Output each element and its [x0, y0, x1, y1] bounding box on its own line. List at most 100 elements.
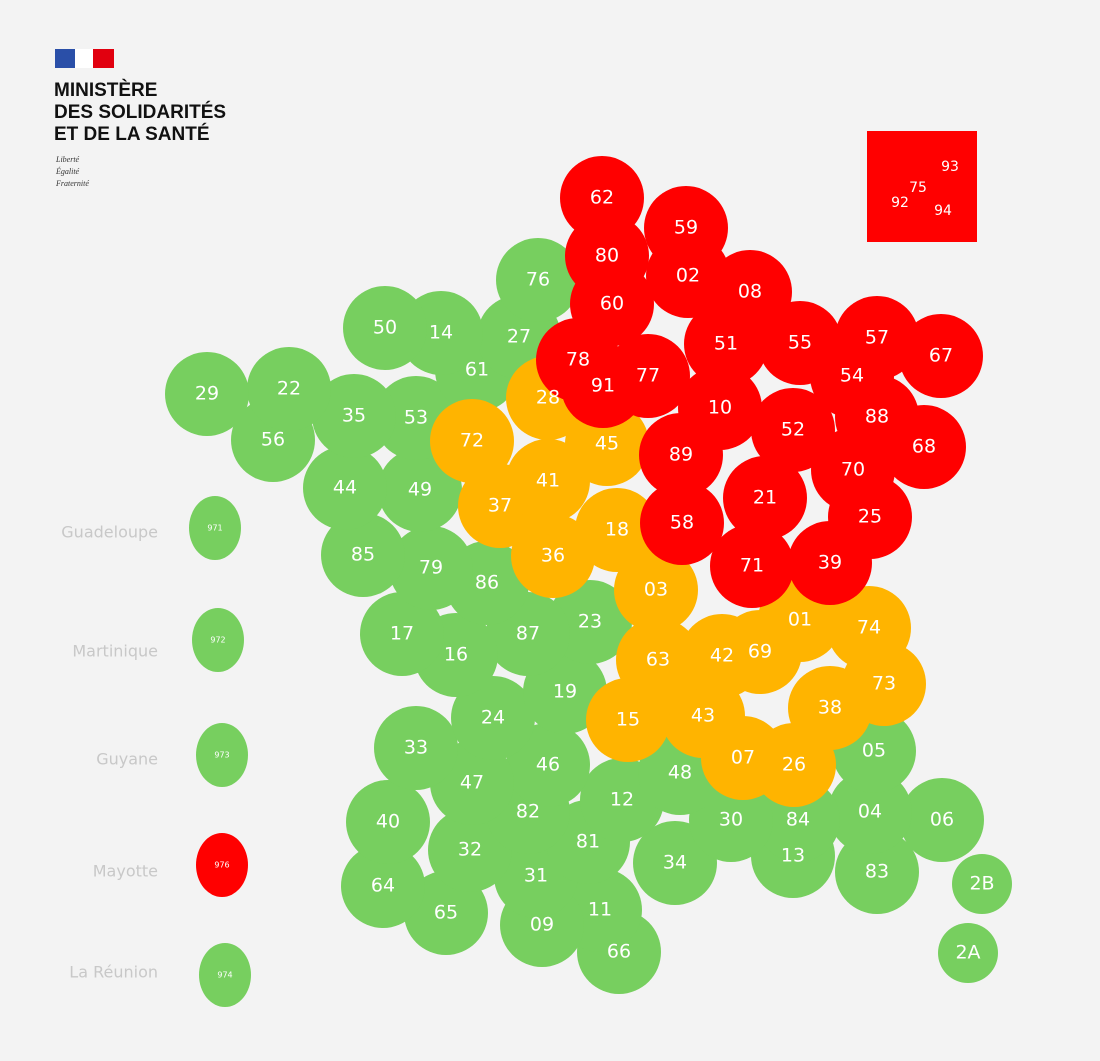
- motto: Égalité: [55, 166, 80, 176]
- department-code: 03: [644, 579, 668, 601]
- department-area: [360, 592, 444, 676]
- territory-name: Guadeloupe: [61, 523, 158, 542]
- department-code: 14: [429, 322, 453, 344]
- department-code: 30: [719, 809, 743, 831]
- department-code: 31: [524, 865, 548, 887]
- department-code: 87: [516, 623, 540, 645]
- department-area: [899, 314, 983, 398]
- motto: Fraternité: [55, 179, 89, 188]
- department-code: 55: [788, 332, 812, 354]
- territory-code: 972: [210, 636, 225, 645]
- department-code: 67: [929, 345, 953, 367]
- department-code: 84: [786, 809, 810, 831]
- department-code: 53: [404, 407, 428, 429]
- flag: [55, 49, 114, 68]
- department-area: [678, 366, 762, 450]
- department-code: 15: [616, 709, 640, 731]
- department-area: [710, 524, 794, 608]
- department-area: [900, 778, 984, 862]
- department-area: [644, 186, 728, 270]
- department-code: 09: [530, 914, 554, 936]
- department-code: 25: [858, 506, 882, 528]
- department-area: [616, 618, 700, 702]
- department-area: [640, 481, 724, 565]
- department-code: 05: [862, 740, 886, 762]
- territory-shape: [192, 608, 244, 672]
- department-area: [952, 854, 1012, 914]
- department-code: 69: [748, 641, 772, 663]
- department-code: 51: [714, 333, 738, 355]
- department-code: 24: [481, 707, 505, 729]
- ministry-line: ET DE LA SANTÉ: [54, 123, 210, 145]
- department-code: 01: [788, 609, 812, 631]
- ministry-line: DES SOLIDARITÉS: [54, 101, 226, 123]
- department-area: [430, 399, 514, 483]
- department-code: 29: [195, 383, 219, 405]
- department-code: 63: [646, 649, 670, 671]
- department-code: 28: [536, 387, 560, 409]
- department-code: 60: [600, 293, 624, 315]
- department-code: 58: [670, 512, 694, 534]
- department-code: 16: [444, 644, 468, 666]
- department-code: 40: [376, 811, 400, 833]
- territory-name: La Réunion: [69, 963, 158, 982]
- department-code: 48: [668, 762, 692, 784]
- department-area: [374, 706, 458, 790]
- department-code: 13: [781, 845, 805, 867]
- department-code: 93: [941, 159, 959, 175]
- territory-name: Guyane: [96, 750, 158, 769]
- department-code: 17: [390, 623, 414, 645]
- department-code: 77: [636, 365, 660, 387]
- department-code: 35: [342, 405, 366, 427]
- department-area: [247, 347, 331, 431]
- department-code: 47: [460, 772, 484, 794]
- territory-shape: [199, 943, 251, 1007]
- department-code: 61: [465, 359, 489, 381]
- department-code: 32: [458, 839, 482, 861]
- department-code: 94: [934, 203, 952, 219]
- department-area: [312, 374, 396, 458]
- department-shapes: [165, 156, 1012, 994]
- department-code: 65: [434, 902, 458, 924]
- department-area: [496, 238, 580, 322]
- department-code: 19: [553, 681, 577, 703]
- department-code: 45: [595, 433, 619, 455]
- department-area: [303, 446, 387, 530]
- department-code: 18: [605, 519, 629, 541]
- department-code: 22: [277, 378, 301, 400]
- department-code: 37: [488, 495, 512, 517]
- department-code: 91: [591, 375, 615, 397]
- department-code: 64: [371, 875, 395, 897]
- department-code: 76: [526, 269, 550, 291]
- department-area: [938, 923, 998, 983]
- department-area: [451, 676, 535, 760]
- department-code: 50: [373, 317, 397, 339]
- ministry-line: MINISTÈRE: [54, 79, 157, 101]
- department-code: 06: [930, 809, 954, 831]
- department-area: [614, 548, 698, 632]
- department-code: 27: [507, 326, 531, 348]
- department-area: [165, 352, 249, 436]
- department-code: 52: [781, 419, 805, 441]
- department-code: 89: [669, 444, 693, 466]
- territory-name: Mayotte: [93, 862, 158, 881]
- department-area: [680, 614, 764, 698]
- paris-inset: [867, 131, 977, 242]
- department-area: [389, 526, 473, 610]
- department-code: 68: [912, 436, 936, 458]
- department-code: 56: [261, 429, 285, 451]
- department-code: 21: [753, 487, 777, 509]
- territory-code: 971: [207, 524, 222, 533]
- department-code: 54: [840, 365, 864, 387]
- department-code: 07: [731, 747, 755, 769]
- department-code: 71: [740, 555, 764, 577]
- department-area: [341, 844, 425, 928]
- department-code: 74: [857, 617, 881, 639]
- department-code: 04: [858, 801, 882, 823]
- territory-shape: [189, 496, 241, 560]
- department-code: 92: [891, 195, 909, 211]
- department-code: 39: [818, 552, 842, 574]
- department-code: 49: [408, 479, 432, 501]
